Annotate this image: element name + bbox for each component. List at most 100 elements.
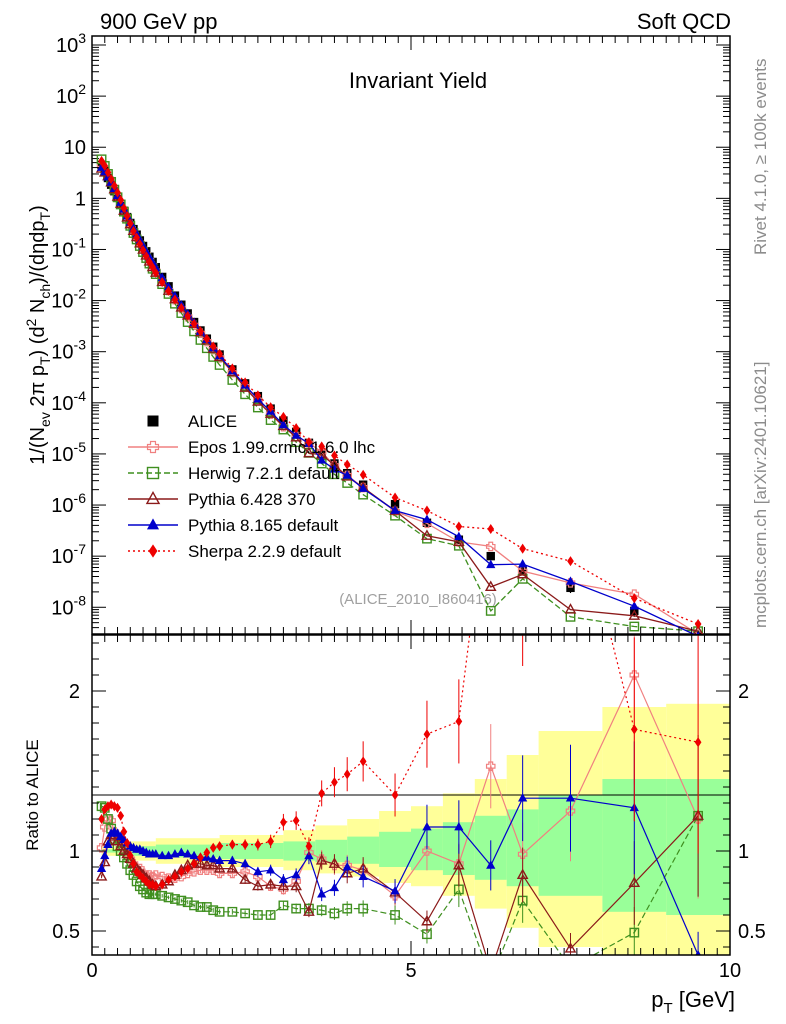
ratio-point: [240, 866, 250, 877]
data-point: [422, 514, 432, 523]
ratio-point: [197, 852, 204, 863]
ratio-point: [422, 821, 432, 831]
data-point: [696, 631, 700, 634]
data-point: [694, 618, 702, 630]
data-point: [484, 580, 497, 591]
legend-label: Pythia 8.165 default: [188, 516, 339, 535]
ratio-point: [130, 858, 137, 869]
ratio-point: [183, 849, 193, 858]
ratio-point: [189, 850, 199, 860]
ratio-point: [291, 869, 301, 879]
ratio-point: [277, 879, 290, 891]
ratio-y-tick-label-right: 0.5: [738, 921, 766, 943]
ratio-point: [201, 902, 212, 912]
data-point: [519, 543, 527, 554]
ratio-point: [517, 849, 528, 860]
ratio-point: [423, 729, 431, 740]
ratio-point: [486, 966, 495, 974]
main-series-pythia-6-428-370: [95, 162, 704, 634]
series-line: [101, 164, 699, 634]
ratio-point: [328, 857, 341, 868]
ratio-point: [136, 869, 144, 881]
ratio-point: [303, 905, 315, 916]
ratio-point: [95, 870, 108, 881]
data-point: [453, 535, 465, 546]
ratio-point: [629, 670, 640, 680]
ratio-point: [305, 841, 313, 852]
header-left: 900 GeV pp: [100, 9, 217, 34]
data-point: [267, 402, 274, 413]
ratio-point: [152, 881, 160, 892]
ratio-point: [229, 839, 236, 850]
legend-item-herwig-7-2-1-default: Herwig 7.2.1 default: [128, 464, 339, 483]
ratio-point: [486, 860, 496, 869]
x-tick-label: 0: [86, 960, 97, 982]
main-series-herwig-7-2-1-default: [96, 154, 704, 634]
svg-text:1/(Nev 2π pT) (d2 Nch)/(dηdpT): 1/(Nev 2π pT) (d2 Nch)/(dηdpT): [23, 205, 53, 465]
ratio-point: [316, 854, 327, 864]
ratio-point: [227, 906, 238, 917]
ratio-point: [390, 910, 400, 920]
ratio-point: [278, 900, 289, 911]
data-point: [565, 576, 576, 585]
ratio-point: [176, 895, 187, 906]
legend-label: Sherpa 2.2.9 default: [188, 542, 341, 561]
ratio-point: [117, 810, 125, 821]
ratio-point: [240, 908, 251, 919]
x-tick-label: 10: [719, 960, 741, 982]
data-point: [130, 225, 137, 237]
y-tick-label: 10-2: [51, 286, 86, 313]
legend-label: Pythia 6.428 370: [188, 490, 316, 509]
ratio-point: [240, 858, 250, 868]
data-point: [329, 464, 340, 473]
data-point: [241, 377, 249, 388]
data-point: [485, 605, 496, 616]
ratio-point: [455, 716, 463, 727]
ratio-y-tick-label: 1: [69, 841, 80, 863]
ratio-point: [421, 914, 433, 926]
ratio-point: [359, 756, 367, 767]
legend: ALICE Epos 1.99.crmc.1.6.0 lhc Herwig 7.2.…: [128, 412, 376, 561]
ratio-point: [358, 871, 368, 880]
ratio-point: [342, 861, 352, 871]
data-point: [126, 218, 134, 229]
ratio-point: [292, 815, 300, 826]
ratio-point: [485, 761, 496, 772]
data-point: [265, 415, 276, 425]
ratio-point: [141, 887, 152, 898]
data-point: [331, 450, 338, 461]
legend-label: Herwig 7.2.1 default: [188, 464, 339, 483]
data-point: [123, 211, 131, 222]
series-line: [101, 167, 695, 634]
data-point: [291, 430, 301, 439]
data-point: [358, 483, 368, 492]
ratio-point: [342, 903, 353, 914]
ratio-point: [182, 897, 193, 908]
data-point: [629, 621, 640, 632]
ratio-point: [565, 793, 576, 802]
data-point: [629, 601, 639, 610]
ratio-point: [291, 903, 302, 914]
data-point: [146, 256, 153, 267]
ratio-point: [358, 903, 369, 914]
ratio-point: [149, 879, 156, 890]
data-point: [114, 187, 121, 198]
ratio-y-tick-label-right: 2: [738, 681, 749, 703]
legend-marker: [146, 518, 160, 530]
data-point: [107, 174, 115, 185]
ratio-point: [566, 964, 574, 972]
data-point: [117, 194, 125, 205]
header-right: Soft QCD: [637, 9, 731, 34]
data-point: [133, 232, 141, 243]
y-tick-label: 102: [56, 81, 86, 108]
data-point: [165, 285, 172, 296]
data-point: [190, 318, 198, 329]
x-axis-label: pT [GeV]: [651, 987, 735, 1017]
legend-marker: [146, 466, 160, 480]
ratio-point: [147, 871, 158, 882]
y-tick-label: 10-3: [51, 337, 86, 364]
ratio-point: [454, 821, 464, 831]
rivet-version-label: Rivet 4.1.0, ≥ 100k events: [751, 59, 770, 255]
ratio-point: [134, 881, 145, 892]
ratio-point: [487, 462, 494, 472]
